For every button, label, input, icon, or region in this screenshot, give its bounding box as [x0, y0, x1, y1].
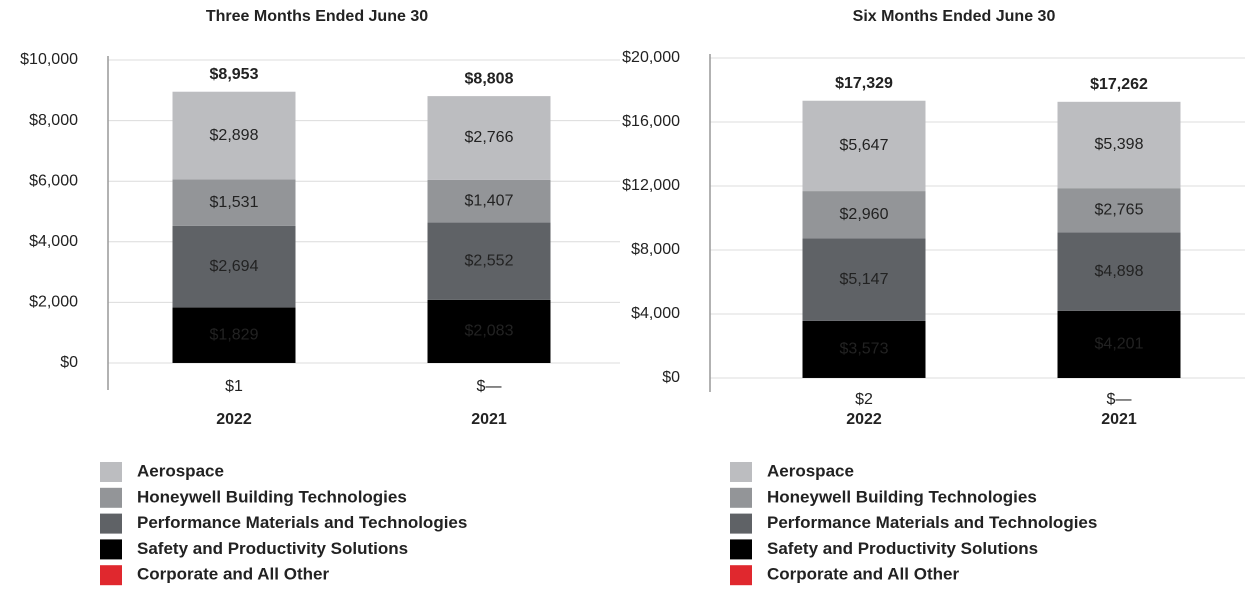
segment-label: $2,898 [210, 127, 259, 144]
y-tick-label: $20,000 [622, 49, 680, 66]
total-label: $17,262 [1090, 76, 1148, 93]
below-axis-label: $2 [855, 391, 873, 408]
bar-segment [1057, 310, 1181, 378]
legend-swatch [100, 513, 122, 534]
legend-label: Honeywell Building Technologies [137, 487, 407, 506]
legend-label: Performance Materials and Technologies [767, 513, 1097, 532]
y-tick-label: $4,000 [631, 305, 680, 322]
segment-label: $2,694 [210, 258, 259, 275]
bar-segment [172, 307, 296, 363]
bar-segment [172, 225, 296, 308]
y-tick-label: $0 [60, 354, 78, 371]
legend-swatch [730, 565, 752, 586]
below-axis-label: $— [477, 378, 502, 395]
segment-label: $1,407 [465, 192, 514, 209]
segment-label: $5,398 [1095, 136, 1144, 153]
y-tick-label: $12,000 [622, 177, 680, 194]
below-axis-label: $1 [225, 378, 243, 395]
segment-label: $3,573 [840, 341, 889, 358]
x-tick-label: 2022 [846, 411, 882, 428]
segment-label: $4,898 [1095, 263, 1144, 280]
segment-label: $5,647 [840, 137, 889, 154]
legend-swatch [730, 539, 752, 560]
legend-swatch [100, 487, 122, 508]
y-tick-label: $8,000 [631, 241, 680, 258]
chart-title: Six Months Ended June 30 [853, 8, 1056, 25]
bar-segment [802, 238, 926, 321]
bar-segment [802, 320, 926, 378]
legend-swatch [100, 462, 122, 482]
legend-swatch [730, 462, 752, 482]
bar-segment [1057, 101, 1181, 189]
y-tick-label: $6,000 [29, 172, 78, 189]
x-tick-label: 2022 [216, 411, 252, 428]
segment-label: $1,829 [210, 326, 259, 343]
total-label: $8,808 [465, 70, 514, 87]
y-tick-label: $0 [662, 369, 680, 386]
bar-segment [172, 91, 296, 180]
legend-label: Corporate and All Other [767, 565, 959, 584]
bar-segment [1057, 188, 1181, 233]
y-tick-label: $10,000 [20, 51, 78, 68]
legend-label: Aerospace [137, 461, 224, 480]
total-label: $17,329 [835, 75, 893, 92]
legend-label: Aerospace [767, 461, 854, 480]
chart-title: Three Months Ended June 30 [206, 8, 428, 25]
legend-swatch [100, 565, 122, 586]
bar-segment [802, 100, 926, 192]
bar-segment [427, 299, 551, 363]
legend-swatch [100, 539, 122, 560]
bar-segment [427, 179, 551, 223]
bar-segment [172, 179, 296, 226]
segment-label: $2,765 [1095, 202, 1144, 219]
x-tick-label: 2021 [1101, 411, 1137, 428]
segment-label: $2,083 [465, 323, 514, 340]
segment-label: $2,766 [465, 129, 514, 146]
total-label: $8,953 [210, 66, 259, 83]
x-tick-label: 2021 [471, 411, 507, 428]
y-tick-label: $16,000 [622, 113, 680, 130]
legend-label: Performance Materials and Technologies [137, 513, 467, 532]
segment-label: $4,201 [1095, 336, 1144, 353]
below-axis-label: $— [1107, 391, 1132, 408]
bar-segment [802, 191, 926, 239]
bar-segment [427, 96, 551, 180]
legend-swatch [730, 513, 752, 534]
y-tick-label: $2,000 [29, 294, 78, 311]
y-tick-label: $4,000 [29, 233, 78, 250]
legend-label: Corporate and All Other [137, 565, 329, 584]
segment-label: $1,531 [210, 194, 259, 211]
bar-segment [427, 222, 551, 300]
segment-label: $2,552 [465, 252, 514, 269]
legend-label: Honeywell Building Technologies [767, 487, 1037, 506]
segment-label: $2,960 [840, 206, 889, 223]
legend-swatch [730, 487, 752, 508]
legend-label: Safety and Productivity Solutions [767, 539, 1038, 558]
y-tick-label: $8,000 [29, 112, 78, 129]
segment-label: $5,147 [840, 271, 889, 288]
legend-label: Safety and Productivity Solutions [137, 539, 408, 558]
bar-segment [1057, 232, 1181, 311]
